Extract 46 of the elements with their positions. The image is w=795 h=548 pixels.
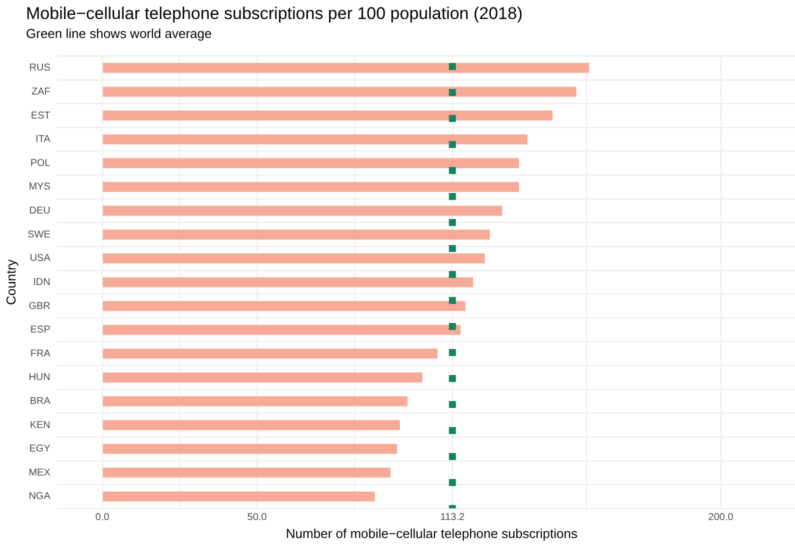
bar [102,158,519,168]
bar [102,324,460,335]
bar [102,182,519,192]
y-tick-label: FRA [30,348,51,360]
chart-title: Mobile−cellular telephone subscriptions per 100 population (2018) [26,4,523,24]
x-tick-label: 0.0 [95,512,110,524]
y-tick-label: RUS [29,62,51,74]
bar [102,253,485,264]
bar [102,110,553,121]
bar [102,372,422,382]
y-tick-label: USA [30,253,51,264]
y-tick-label: MEX [28,467,51,478]
y-tick-label: GBR [28,300,50,312]
y-tick-label: ESP [30,324,51,336]
bar [102,206,502,216]
y-tick-label: EGY [29,444,51,455]
bar [102,468,391,478]
bar [102,420,400,430]
bar [102,396,408,406]
bar [102,491,375,502]
y-tick-label: BRA [30,396,51,408]
y-tick-label: IDN [33,276,50,288]
y-tick-label: EST [30,110,50,122]
y-axis-title: Country [3,258,18,305]
y-tick-label: NGA [28,491,51,502]
chart-subtitle: Green line shows world average [26,26,212,41]
bar [102,277,474,288]
y-tick-label: DEU [29,206,50,217]
y-tick-label: ZAF [31,86,50,98]
bar [102,62,590,73]
bar [102,301,466,312]
x-tick-label: 113.2 [440,512,465,524]
y-tick-label: SWE [28,229,51,240]
bar [102,134,528,144]
x-tick-label: 200.0 [708,512,734,524]
y-tick-label: POL [30,158,51,169]
bar [102,444,398,454]
y-tick-label: MYS [28,182,51,193]
bar [102,86,576,97]
x-tick-label: 50.0 [247,512,268,524]
y-tick-label: KEN [30,420,50,431]
y-tick-label: ITA [36,134,51,146]
bar [102,230,490,240]
bar [102,348,438,359]
y-tick-label: HUN [28,372,50,384]
x-axis-title: Number of mobile−cellular telephone subscriptions [286,526,578,541]
